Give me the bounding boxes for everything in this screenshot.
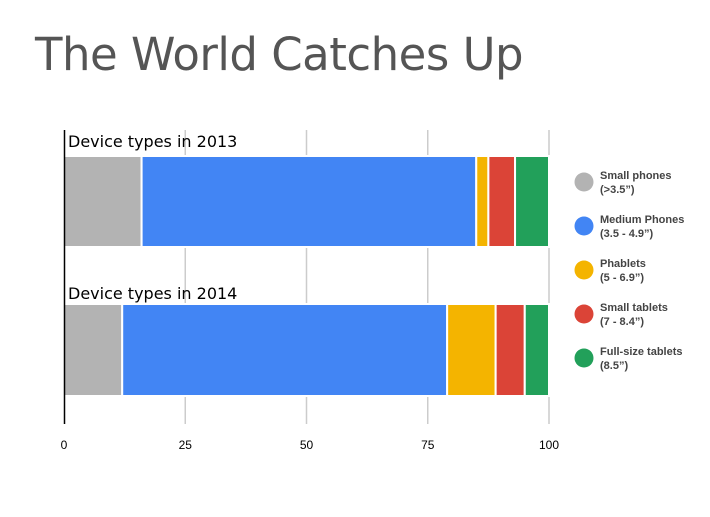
- x-tick-label-100: 100: [539, 438, 559, 452]
- legend-label-4: Small tablets: [600, 302, 668, 314]
- bar-segment-1-5: [514, 155, 550, 248]
- legend-swatch-1: [574, 172, 594, 192]
- bar-segment-1-4: [487, 155, 517, 248]
- legend-detail-2: (3.5 - 4.9”): [600, 228, 654, 240]
- legend-detail-3: (5 - 6.9”): [600, 272, 644, 284]
- legend-swatch-4: [574, 304, 594, 324]
- bar-segment-2-2: [121, 303, 449, 397]
- bar-segment-1-1: [63, 155, 143, 248]
- legend-label-1: Small phones: [600, 170, 672, 182]
- bar-segment-2-5: [523, 303, 550, 397]
- legend-swatch-3: [574, 260, 594, 280]
- category-label-1: Device types in 2013: [68, 132, 237, 151]
- bar-segment-1-3: [475, 155, 490, 248]
- legend-swatch-5: [574, 348, 594, 368]
- legend: Small phones (>3.5”) Medium Phones (3.5 - 4…: [574, 170, 684, 372]
- legend-detail-4: (7 - 8.4”): [600, 316, 644, 328]
- legend-label-3: Phablets: [600, 258, 646, 270]
- page-title: The World Catches Up: [35, 28, 524, 81]
- category-label-2: Device types in 2014: [68, 284, 237, 303]
- category-labels: Device types in 2013 Device types in 2014: [68, 132, 237, 303]
- legend-detail-1: (>3.5”): [600, 184, 635, 196]
- x-tick-label-75: 75: [421, 438, 435, 452]
- bar-segment-1-2: [140, 155, 478, 248]
- x-axis-tick-labels: 0 25 50 75 100: [61, 438, 560, 452]
- x-tick-label-0: 0: [61, 438, 68, 452]
- legend-detail-5: (8.5”): [600, 360, 628, 372]
- bar-segment-2-1: [63, 303, 124, 397]
- legend-label-2: Medium Phones: [600, 214, 684, 226]
- legend-swatch-2: [574, 216, 594, 236]
- legend-label-5: Full-size tablets: [600, 346, 683, 358]
- x-tick-label-50: 50: [300, 438, 314, 452]
- x-tick-label-25: 25: [179, 438, 193, 452]
- bars: [63, 155, 550, 397]
- bar-segment-2-3: [446, 303, 497, 397]
- bar-segment-2-4: [494, 303, 526, 397]
